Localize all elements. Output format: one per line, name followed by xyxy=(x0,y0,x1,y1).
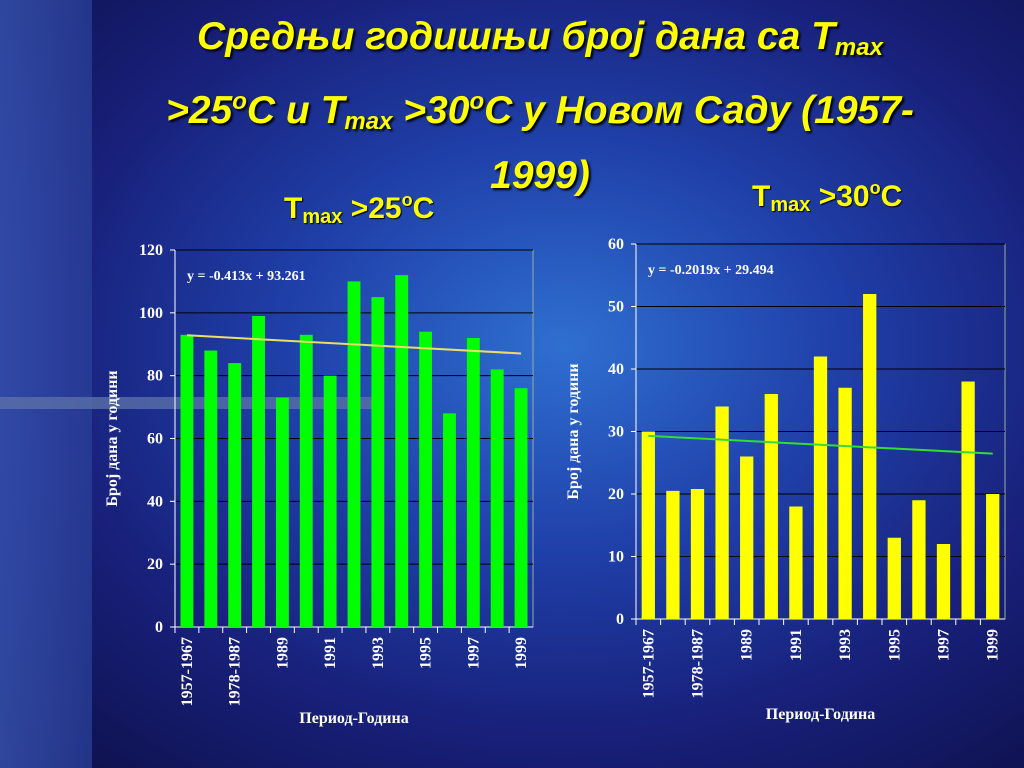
title-part: o xyxy=(469,88,485,115)
bar xyxy=(275,397,289,627)
title-part: max xyxy=(344,108,393,135)
side-strip xyxy=(0,0,92,768)
title-part: Средњи годишњи број дана са T xyxy=(197,15,835,58)
title-part: o xyxy=(232,88,247,115)
bar xyxy=(813,356,828,619)
y-tick-label: 50 xyxy=(608,299,624,316)
bar xyxy=(490,369,504,627)
bar xyxy=(715,406,729,619)
bar xyxy=(641,431,655,619)
y-tick-label: 60 xyxy=(147,431,163,448)
title-part: o xyxy=(401,190,413,210)
chart-title: Tmax >25oC xyxy=(284,190,434,229)
bar xyxy=(690,489,705,619)
x-tick-label: 1989 xyxy=(739,629,756,661)
x-tick-label: 1999 xyxy=(985,629,1002,661)
y-axis-label: Број дана у години xyxy=(565,363,582,499)
y-tick-label: 20 xyxy=(608,486,624,503)
y-tick-label: 120 xyxy=(139,242,163,259)
bar xyxy=(395,275,409,627)
title-part: C у Новом Саду (1957- xyxy=(484,89,914,132)
x-axis-label: Период-Година xyxy=(766,706,875,723)
bar xyxy=(764,394,778,619)
bar xyxy=(912,500,926,619)
x-axis-label: Период-Година xyxy=(299,710,408,727)
y-tick-label: 20 xyxy=(147,556,163,573)
bar xyxy=(228,363,242,627)
title-part: C xyxy=(880,180,903,213)
y-tick-label: 30 xyxy=(608,424,624,441)
slide-title: Средњи годишњи број дана са Tmax >25oC и … xyxy=(60,10,1020,203)
bar xyxy=(961,381,975,619)
bar xyxy=(986,494,1000,619)
x-tick-label: 1957-1967 xyxy=(179,637,196,706)
trendline xyxy=(186,334,522,355)
x-tick-label: 1999 xyxy=(513,637,530,669)
title-part: >25 xyxy=(342,192,402,225)
trendline xyxy=(648,434,993,455)
title-part: >25 xyxy=(166,89,233,132)
y-axis-label: Број дана у години xyxy=(104,370,121,506)
x-tick-label: 1993 xyxy=(370,637,387,669)
title-part: max xyxy=(770,194,811,216)
y-tick-label: 40 xyxy=(147,493,163,510)
title-part: >30 xyxy=(810,180,870,213)
bar xyxy=(740,456,754,619)
bar xyxy=(204,350,218,627)
x-tick-label: 1957-1967 xyxy=(640,629,657,698)
bar xyxy=(371,297,385,627)
bar xyxy=(514,388,528,627)
title-part: max xyxy=(302,206,343,228)
chart-title: Tmax >30oC xyxy=(752,178,902,217)
bar xyxy=(443,413,456,627)
title-part: T xyxy=(752,180,771,213)
x-tick-label: 1991 xyxy=(322,637,339,669)
title-part: C xyxy=(412,192,435,225)
title-part: max xyxy=(834,34,883,61)
y-tick-label: 100 xyxy=(139,305,163,322)
title-part: o xyxy=(869,178,881,198)
bar xyxy=(666,490,680,619)
trendline-label: y = -0.2019x + 29.494 xyxy=(648,263,774,278)
x-tick-label: 1997 xyxy=(936,629,953,661)
y-tick-label: 60 xyxy=(608,236,624,253)
x-tick-label: 1997 xyxy=(465,637,482,669)
y-tick-label: 40 xyxy=(608,361,624,378)
trendline-label: y = -0.413x + 93.261 xyxy=(187,269,306,284)
x-tick-label: 1978-1987 xyxy=(690,629,707,698)
bar xyxy=(466,337,480,627)
x-tick-label: 1978-1987 xyxy=(227,637,244,706)
y-tick-label: 0 xyxy=(616,611,624,628)
bar xyxy=(936,544,951,619)
x-tick-label: 1991 xyxy=(788,629,805,661)
bar xyxy=(252,315,265,627)
title-part: C и T xyxy=(246,89,345,132)
y-tick-label: 80 xyxy=(147,368,163,385)
title-part: 1999) xyxy=(490,154,590,197)
x-tick-label: 1989 xyxy=(274,637,291,669)
bar xyxy=(838,387,852,619)
bar xyxy=(323,375,337,627)
bar xyxy=(887,537,901,619)
bar xyxy=(863,294,877,619)
bar xyxy=(180,334,194,627)
x-tick-label: 1995 xyxy=(886,629,903,661)
x-tick-label: 1993 xyxy=(837,629,854,661)
y-tick-label: 10 xyxy=(608,549,624,566)
bar xyxy=(347,281,361,627)
bar xyxy=(299,334,313,627)
title-part: >30 xyxy=(392,89,470,132)
x-tick-label: 1995 xyxy=(418,637,435,669)
title-part: T xyxy=(284,192,303,225)
bar xyxy=(419,331,433,627)
bar xyxy=(789,506,803,619)
y-tick-label: 0 xyxy=(155,619,163,636)
